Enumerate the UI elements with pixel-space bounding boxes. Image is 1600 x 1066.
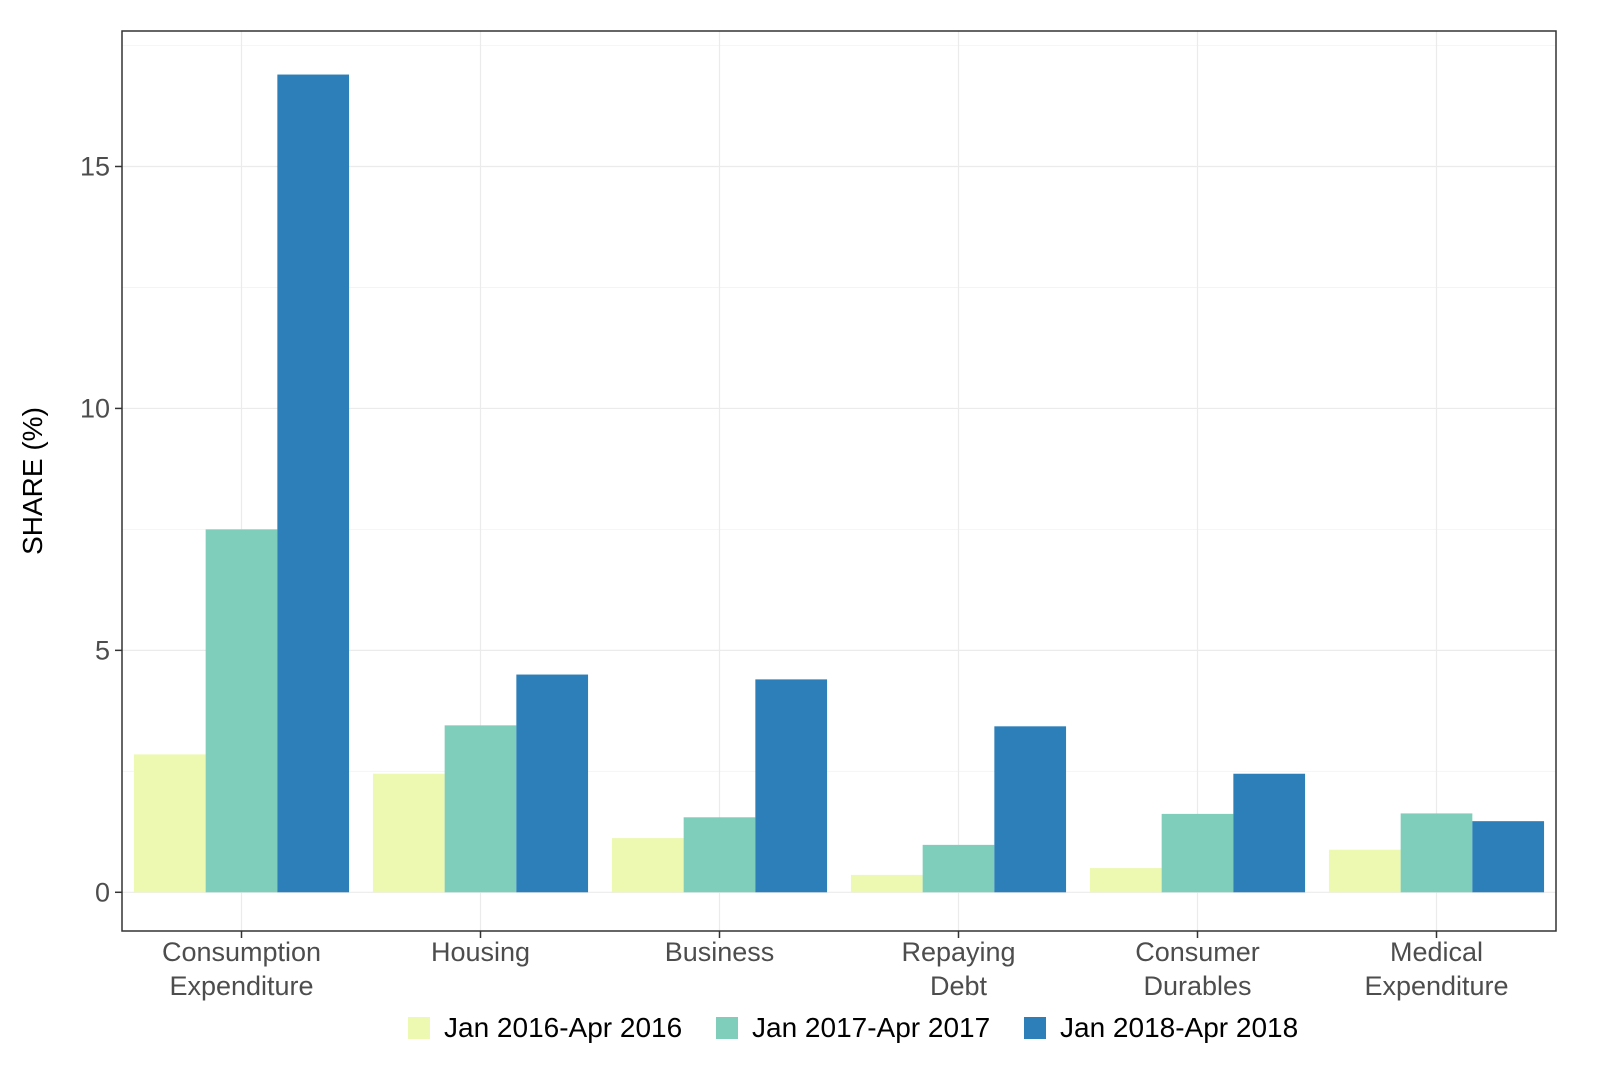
legend-label: Jan 2018-Apr 2018 (1060, 1012, 1298, 1043)
bar (1400, 813, 1473, 893)
y-tick-label: 0 (95, 877, 110, 907)
x-axis: Consumption Expenditure Housing Business Rep… (162, 931, 1509, 1001)
bar (372, 773, 445, 893)
x-tick-label: Housing (431, 937, 530, 967)
bar (922, 844, 995, 893)
legend-label: Jan 2017-Apr 2017 (752, 1012, 990, 1043)
x-tick-label: Repaying Debt (901, 937, 1015, 1001)
y-axis-title: SHARE (%) (17, 407, 48, 555)
x-tick-label: Consumption Expenditure (162, 937, 321, 1001)
bar (1161, 813, 1234, 893)
legend-swatch (408, 1017, 430, 1039)
bar (1089, 868, 1162, 893)
bar (444, 725, 517, 893)
bar (1233, 773, 1306, 893)
legend-swatch (716, 1017, 738, 1039)
bars-group (133, 74, 1545, 893)
y-tick-label: 15 (80, 151, 110, 181)
bar (994, 726, 1067, 893)
bar (611, 838, 684, 893)
bar (850, 874, 923, 893)
bar (277, 74, 350, 893)
bar (1328, 849, 1401, 893)
bar (133, 754, 206, 893)
bar (516, 674, 589, 893)
x-tick-label: Medical Expenditure (1364, 937, 1508, 1001)
legend: Jan 2016-Apr 2016 Jan 2017-Apr 2017 Jan 20… (408, 1012, 1298, 1043)
bar (755, 679, 828, 893)
y-axis: 0 5 10 15 (80, 151, 122, 907)
bar (683, 817, 756, 893)
legend-label: Jan 2016-Apr 2016 (444, 1012, 682, 1043)
bar (205, 529, 278, 893)
y-tick-label: 10 (80, 393, 110, 423)
x-tick-label: Business (665, 937, 775, 967)
bar (1472, 821, 1545, 893)
legend-swatch (1024, 1017, 1046, 1039)
panel-border (121, 30, 1557, 932)
x-tick-label: Consumer Durables (1135, 937, 1260, 1001)
y-tick-label: 5 (95, 635, 110, 665)
